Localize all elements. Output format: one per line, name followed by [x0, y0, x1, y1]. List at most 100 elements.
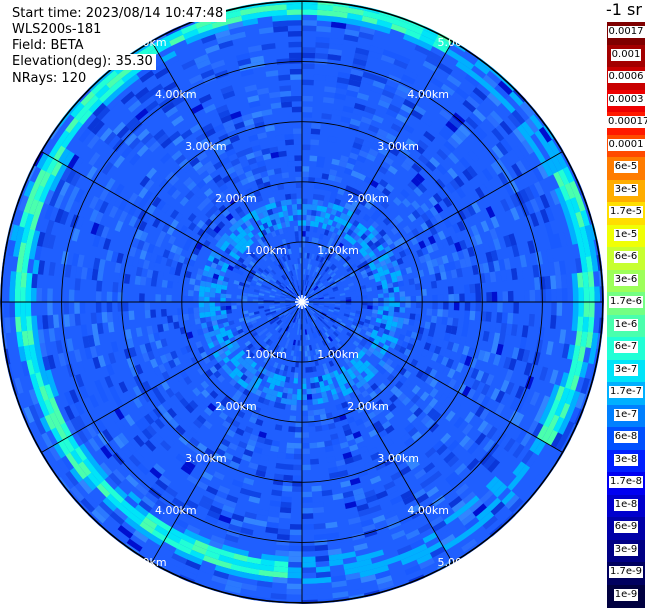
range-gate-cell: [288, 215, 293, 221]
range-gate-cell: [302, 508, 313, 514]
range-gate-cell: [291, 96, 302, 102]
colorbar-label-row: 0.0001: [607, 139, 645, 151]
range-gate-cell: [210, 292, 216, 297]
colorbar-tick-label: 3e-6: [614, 274, 639, 286]
range-gate-cell: [492, 292, 498, 302]
range-gate-cell: [584, 174, 595, 191]
range-gate-cell: [599, 349, 607, 366]
range-gate-cell: [464, 311, 470, 320]
range-gate-cell: [20, 302, 26, 317]
range-gate-cell: [0, 220, 4, 237]
range-gate-cell: [289, 58, 302, 64]
range-gate-cell: [292, 204, 297, 210]
range-ring-label: 1.00km: [245, 348, 287, 361]
colorbar-label-row: 6e-8: [607, 431, 645, 443]
range-gate-cell: [305, 367, 309, 373]
range-gate-cell: [306, 215, 311, 221]
range-ring-label: 4.00km: [155, 504, 197, 517]
range-gate-cell: [37, 315, 43, 329]
range-gate-cell: [226, 298, 232, 302]
range-gate-cell: [129, 311, 135, 321]
range-gate-cell: [306, 373, 310, 379]
range-gate-cell: [297, 199, 303, 205]
range-gate-cell: [507, 313, 513, 325]
range-gate-cell: [215, 297, 221, 302]
range-gate-cell: [412, 584, 429, 595]
range-gate-cell: [69, 314, 75, 327]
range-gate-cell: [425, 282, 431, 289]
range-gate-cell: [529, 290, 535, 302]
colorbar-label-row: 3e-7: [607, 364, 645, 376]
range-gate-cell: [162, 280, 168, 288]
range-gate-cell: [366, 600, 383, 607]
range-gate-cell: [286, 448, 294, 454]
range-gate-cell: [204, 307, 210, 312]
range-gate-cell: [166, 295, 172, 302]
range-gate-cell: [570, 145, 583, 162]
range-gate-cell: [288, 426, 295, 432]
range-gate-cell: [74, 302, 80, 314]
range-gate-cell: [373, 306, 379, 310]
range-gate-cell: [210, 311, 216, 316]
range-gate-cell: [161, 309, 167, 317]
range-ring-label: 2.00km: [215, 192, 257, 205]
range-gate-cell: [378, 302, 384, 306]
range-gate-cell: [302, 128, 311, 134]
range-gate-cell: [287, 15, 302, 21]
range-gate-cell: [294, 443, 302, 449]
range-gate-cell: [312, 399, 318, 405]
range-gate-cell: [399, 307, 405, 313]
colorbar-tick-label: 6e-7: [614, 341, 639, 353]
range-gate-cell: [528, 314, 534, 327]
range-gate-cell: [314, 534, 327, 540]
range-ring-label: 2.00km: [215, 400, 257, 413]
range-gate-cell: [302, 448, 310, 454]
range-gate-cell: [459, 293, 465, 302]
range-ring-label: 5.00km: [125, 36, 167, 49]
range-gate-cell: [317, 441, 325, 447]
range-gate-cell: [394, 307, 400, 312]
range-gate-cell: [282, 172, 289, 178]
colorbar-tick-label: 1.7e-6: [609, 296, 643, 308]
range-gate-cell: [542, 104, 556, 120]
range-gate-cell: [36, 288, 42, 302]
colorbar-tick-label: 1.7e-9: [609, 566, 643, 578]
range-gate-cell: [520, 509, 535, 525]
range-gate-cell: [315, 42, 329, 48]
elevation-label: Elevation(deg): 35.30: [12, 54, 156, 70]
range-gate-cell: [313, 507, 325, 513]
range-gate-cell: [199, 302, 205, 308]
range-gate-cell: [415, 314, 421, 321]
range-gate-cell: [312, 199, 318, 205]
range-gate-cell: [221, 310, 227, 315]
range-gate-cell: [310, 377, 315, 383]
range-gate-cell: [299, 357, 302, 362]
range-gate-cell: [291, 405, 297, 411]
range-gate-cell: [310, 459, 319, 465]
range-gate-cell: [210, 287, 216, 292]
range-gate-cell: [302, 567, 316, 573]
range-gate-cell: [291, 90, 302, 96]
range-gate-cell: [295, 231, 299, 237]
range-gate-cell: [80, 302, 86, 314]
range-gate-cell: [373, 298, 379, 302]
range-ring-label: 5.00km: [437, 556, 479, 569]
range-gate-cell: [508, 291, 514, 302]
colorbar-label-row: 1.7e-9: [607, 566, 645, 578]
range-gate-cell: [562, 288, 568, 302]
range-gate-cell: [486, 292, 492, 302]
range-gate-cell: [318, 195, 325, 201]
range-gate-cell: [293, 378, 298, 384]
range-gate-cell: [107, 312, 113, 323]
range-gate-cell: [486, 302, 492, 312]
range-gate-cell: [314, 415, 321, 421]
range-gate-cell: [302, 166, 309, 172]
range-gate-cell: [210, 306, 216, 311]
range-gate-cell: [302, 107, 312, 113]
range-gate-cell: [297, 389, 302, 395]
range-gate-cell: [378, 306, 384, 311]
range-gate-cell: [302, 220, 306, 226]
range-gate-cell: [156, 279, 162, 287]
range-gate-cell: [220, 306, 226, 311]
range-gate-cell: [183, 314, 189, 321]
